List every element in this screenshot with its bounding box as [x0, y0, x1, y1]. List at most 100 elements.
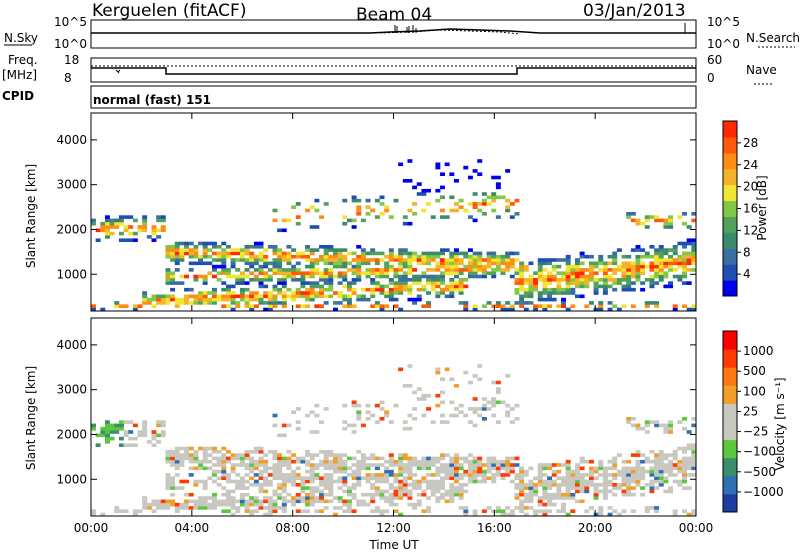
power-cell [239, 248, 245, 252]
velocity-cell [561, 492, 566, 497]
power-cell [114, 304, 120, 308]
power-cell [207, 241, 213, 246]
power-cell [593, 284, 599, 289]
velocity-cell [477, 466, 483, 471]
power-cell [691, 261, 697, 266]
velocity-cell [305, 499, 311, 504]
velocity-cell [342, 489, 348, 494]
power-cell [644, 254, 650, 259]
velocity-cell [509, 512, 515, 517]
velocity-cell [663, 479, 669, 484]
velocity-cell [305, 509, 311, 513]
power-cell [449, 195, 455, 200]
velocity-cell [449, 486, 455, 490]
velocity-cell [412, 479, 418, 484]
velocity-cell [188, 492, 194, 497]
power-cell [528, 274, 534, 279]
velocity-cell [328, 483, 334, 487]
velocity-cell [421, 466, 427, 471]
velocity-cell [346, 423, 352, 428]
velocity-cell [305, 492, 311, 497]
velocity-cell [677, 446, 683, 451]
velocity-cell [565, 489, 571, 494]
velocity-cell [333, 453, 338, 457]
velocity-cell [239, 486, 245, 490]
power-cell [458, 205, 464, 209]
velocity-cell [342, 499, 348, 504]
velocity-cell [309, 430, 315, 434]
velocity-cell [616, 453, 622, 457]
power-cell [263, 264, 269, 269]
power-cell [388, 281, 394, 285]
velocity-cell [570, 486, 576, 490]
power-cell [537, 258, 543, 262]
velocity-cell [174, 453, 180, 457]
velocity-cell [686, 443, 692, 447]
colorbar-frame [722, 330, 738, 513]
power-cell [170, 287, 176, 292]
velocity-cell [263, 453, 269, 457]
power-cell [640, 264, 646, 269]
velocity-cell [658, 476, 664, 480]
power-cell [556, 264, 562, 269]
velocity-cell [104, 440, 110, 444]
power-cell [342, 248, 348, 252]
power-heatmap [91, 159, 697, 312]
velocity-cell [649, 466, 655, 471]
power-cell [128, 215, 134, 219]
velocity-cell [174, 466, 180, 471]
power-cell [435, 294, 441, 299]
power-cell [216, 294, 222, 299]
power-cell [370, 271, 376, 275]
velocity-cell [593, 496, 599, 500]
power-cell [221, 287, 227, 292]
power-cell [486, 202, 492, 206]
power-cell [537, 294, 543, 299]
power-cell [575, 274, 580, 279]
power-cell [319, 291, 324, 295]
power-cell [365, 287, 371, 292]
velocity-cell [449, 413, 455, 418]
velocity-cell [449, 476, 455, 480]
power-cell [281, 258, 287, 262]
velocity-cell [444, 499, 450, 504]
velocity-cell [239, 463, 245, 467]
velocity-cell [663, 466, 669, 471]
velocity-cell [165, 483, 171, 487]
velocity-cell [379, 407, 385, 411]
velocity-cell [630, 492, 636, 497]
power-cell [491, 208, 497, 213]
velocity-cell [253, 479, 259, 484]
power-cell [514, 271, 520, 275]
power-cell [682, 245, 687, 249]
velocity-cell [356, 459, 362, 464]
power-cell [421, 274, 427, 279]
power-cell [523, 301, 529, 305]
velocity-cell [495, 387, 501, 391]
power-cell [500, 258, 506, 262]
velocity-cell [602, 486, 608, 490]
velocity-cell [346, 502, 352, 507]
power-cell [346, 297, 352, 302]
velocity-cell [207, 502, 213, 507]
velocity-cell [221, 456, 227, 461]
power-cell [118, 238, 124, 242]
power-cell [212, 245, 217, 249]
power-cell [160, 301, 166, 305]
velocity-cell [416, 499, 422, 504]
velocity-cell [491, 413, 497, 418]
power-cell [346, 218, 352, 223]
velocity-cell [575, 476, 580, 480]
power-cell [295, 261, 301, 266]
power-cell [277, 278, 283, 282]
power-cell [426, 254, 432, 259]
velocity-cell [360, 499, 366, 504]
power-cell [621, 274, 627, 279]
power-cell [523, 278, 529, 282]
velocity-cell [365, 466, 371, 471]
power-cell [221, 264, 227, 269]
velocity-cell [128, 420, 134, 424]
velocity-cell [514, 486, 520, 490]
velocity-cell [198, 463, 203, 467]
